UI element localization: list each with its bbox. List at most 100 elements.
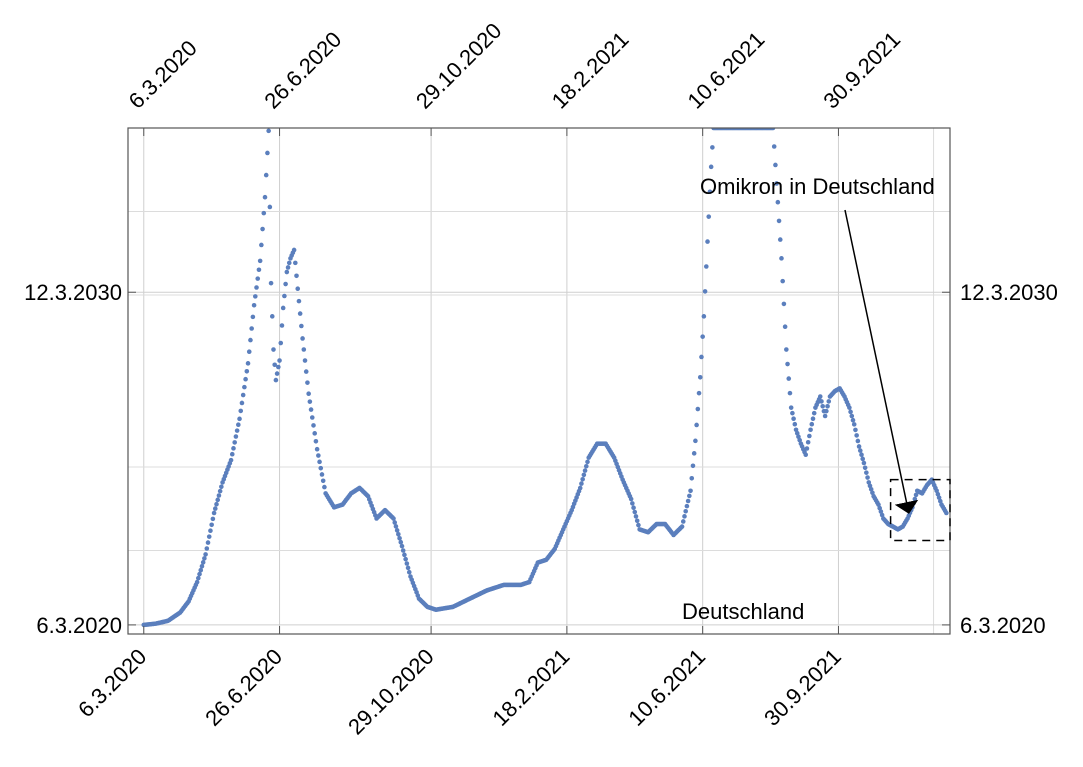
data-point — [217, 488, 223, 494]
annotations: Omikron in Deutschland Deutschland — [682, 174, 951, 624]
data-point — [777, 237, 783, 242]
x-axis-labels-top: 6.3.2020 26.6.2020 29.10.2020 18.2.2021 10.6… — [124, 18, 906, 114]
data-point — [393, 524, 399, 529]
data-point — [265, 150, 270, 156]
data-point — [788, 405, 794, 410]
x-tick-label-bottom: 26.6.2020 — [200, 644, 287, 731]
data-point — [934, 488, 939, 494]
data-point — [267, 204, 273, 210]
x-tick-label-bottom: 29.10.2020 — [343, 644, 439, 740]
data-point — [581, 472, 587, 478]
data-point — [693, 438, 698, 444]
data-point — [849, 413, 855, 419]
data-point — [851, 422, 857, 427]
data-point — [680, 519, 686, 524]
data-point — [268, 280, 274, 286]
data-point — [628, 496, 634, 502]
data-point — [260, 226, 265, 232]
data-point — [206, 534, 212, 539]
data-point — [868, 487, 874, 492]
data-point — [580, 476, 585, 482]
data-point — [203, 552, 208, 557]
data-point — [286, 260, 292, 266]
data-point — [697, 374, 703, 380]
data-point — [239, 400, 245, 406]
region-label: Deutschland — [682, 599, 804, 624]
data-point — [236, 422, 241, 428]
data-point — [406, 569, 412, 575]
x-tick-label-bottom: 10.6.2021 — [623, 644, 710, 731]
data-point — [699, 354, 704, 360]
x-tick-label-top: 18.2.2021 — [547, 27, 634, 114]
y-tick-label-right: 6.3.2020 — [960, 613, 1046, 638]
data-point — [280, 305, 286, 311]
data-point — [398, 539, 404, 545]
data-point — [857, 448, 863, 453]
data-point — [779, 256, 784, 261]
data-point — [811, 410, 817, 416]
data-point — [209, 522, 214, 528]
data-point — [219, 484, 224, 490]
data-point — [259, 242, 264, 248]
data-point — [228, 457, 234, 463]
data-point — [682, 514, 687, 519]
data-point — [825, 403, 830, 409]
data-point — [399, 543, 405, 549]
data-point — [582, 468, 588, 473]
data-point — [248, 337, 253, 343]
data-point — [242, 384, 247, 390]
data-point — [305, 380, 310, 385]
data-point — [826, 399, 832, 404]
data-point — [233, 434, 239, 439]
data-point — [695, 406, 701, 412]
data-point — [205, 540, 211, 545]
data-point — [405, 565, 411, 571]
data-point — [296, 298, 302, 304]
data-point — [291, 247, 297, 253]
data-point — [208, 528, 213, 534]
data-point — [394, 528, 400, 533]
data-point — [690, 463, 696, 469]
data-point — [771, 144, 777, 149]
x-tick-label-top: 26.6.2020 — [259, 27, 346, 114]
data-point — [261, 210, 267, 216]
data-point — [214, 501, 219, 507]
y-tick-label-right: 12.3.2030 — [960, 280, 1058, 305]
highlight-box — [889, 478, 951, 542]
data-point — [200, 560, 206, 565]
data-point — [303, 369, 309, 374]
data-point — [866, 480, 872, 485]
data-point — [704, 264, 709, 269]
data-point — [271, 347, 276, 352]
data-point — [776, 218, 782, 224]
data-point — [272, 362, 278, 368]
data-point — [865, 475, 870, 480]
x-gridlines — [143, 128, 935, 634]
data-point — [216, 493, 222, 498]
data-point — [403, 556, 408, 562]
data-point — [817, 394, 823, 399]
data-point — [808, 427, 813, 433]
data-point — [311, 423, 316, 428]
data-point — [322, 484, 327, 490]
data-point — [309, 415, 315, 420]
data-point — [197, 571, 202, 577]
data-point — [579, 481, 584, 486]
x-tick-label-top: 30.9.2021 — [818, 27, 905, 114]
data-point — [254, 285, 259, 290]
data-point — [864, 470, 869, 475]
data-point — [688, 488, 693, 494]
data-point — [683, 508, 688, 514]
data-point — [636, 522, 641, 528]
data-point — [308, 407, 314, 412]
data-point — [793, 427, 799, 433]
data-point — [273, 377, 279, 383]
data-point — [266, 128, 271, 134]
data-point — [245, 361, 251, 366]
data-point — [819, 399, 824, 404]
data-point — [244, 368, 250, 374]
data-point — [253, 294, 258, 299]
data-point — [687, 493, 692, 499]
data-point — [847, 405, 852, 410]
data-point — [797, 437, 802, 443]
